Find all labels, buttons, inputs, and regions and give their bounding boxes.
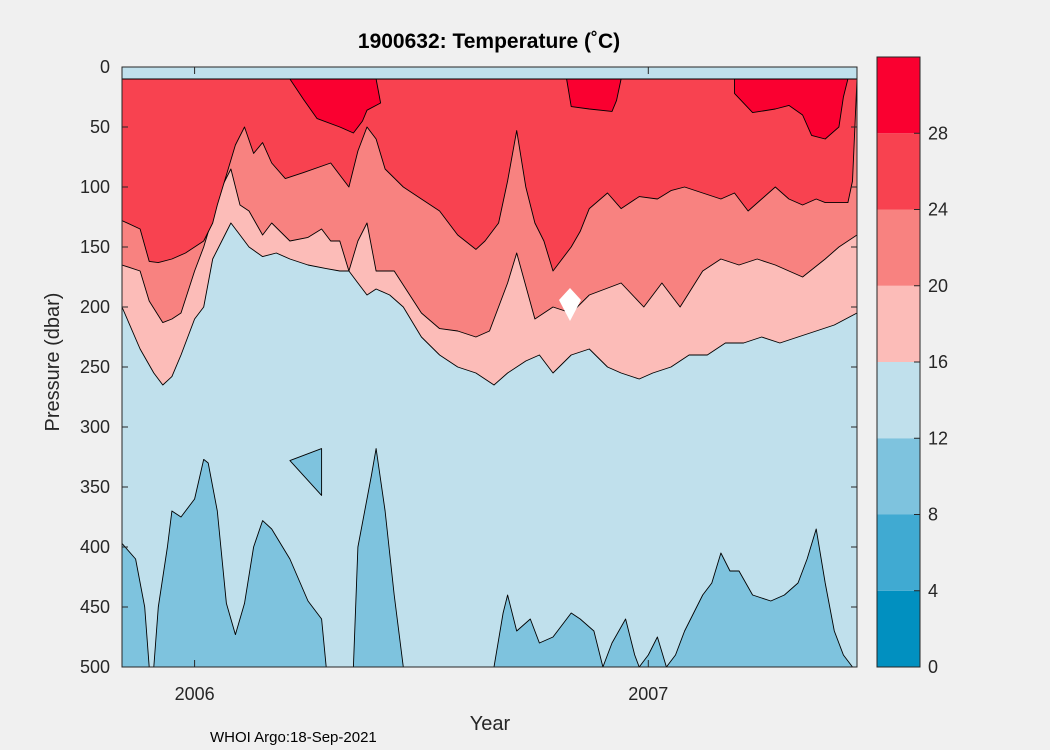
colorbar-band (877, 133, 920, 210)
contour-region-warm-core-early (289, 78, 382, 134)
colorbar-band (877, 438, 920, 515)
x-tick-label: 2007 (628, 684, 668, 704)
y-tick-label: 350 (80, 477, 110, 497)
y-tick-label: 450 (80, 597, 110, 617)
contour-region-warm-core-mid (566, 78, 622, 112)
contour-region-band-8-12-small-patch (289, 448, 323, 496)
colorbar-band (877, 514, 920, 591)
plot-area (121, 66, 858, 668)
colorbar-tick-label: 8 (928, 505, 938, 525)
colorbar-tick-label: 0 (928, 657, 938, 677)
contour-region-band-8-12-spike (352, 448, 404, 667)
colorbar-band (877, 362, 920, 439)
colorbar-band (877, 57, 920, 134)
contour-region-warm-core-late (734, 78, 849, 140)
y-tick-label: 400 (80, 537, 110, 557)
missing-data-diamond (559, 288, 581, 321)
chart-title: 1900632: Temperature (˚C) (358, 30, 620, 53)
y-tick-label: 100 (80, 177, 110, 197)
colorbar-band (877, 590, 920, 667)
contour-region-band-8-12-bottom-right (493, 528, 853, 667)
colorbar-ticks: 0 4 8 12 16 20 24 28 (914, 123, 948, 677)
y-tick-label: 300 (80, 417, 110, 437)
colorbar: 0 4 8 12 16 20 24 28 (876, 56, 948, 677)
contour-regions (122, 78, 857, 667)
y-tick-label: 0 (100, 57, 110, 77)
x-tick-label: 2006 (175, 684, 215, 704)
colorbar-tick-label: 16 (928, 352, 948, 372)
y-tick-label: 500 (80, 657, 110, 677)
footer-credit: WHOI Argo:18-Sep-2021 (210, 729, 377, 746)
y-axis-ticks: 0 50 100 150 200 250 300 350 400 450 500 (80, 57, 857, 677)
y-tick-label: 200 (80, 297, 110, 317)
y-tick-label: 250 (80, 357, 110, 377)
contour-region-band-24-28 (122, 78, 857, 272)
contour-marks (559, 288, 581, 321)
x-axis-ticks: 2006 2007 (175, 67, 668, 704)
colorbar-tick-label: 20 (928, 276, 948, 296)
colorbar-tick-label: 4 (928, 581, 938, 601)
colorbar-tick-label: 12 (928, 428, 948, 448)
contour-region-band-8-12-left-lens (122, 458, 327, 667)
colorbar-tick-label: 24 (928, 200, 948, 220)
colorbar-band (877, 209, 920, 286)
colorbar-band (877, 285, 920, 362)
y-tick-label: 150 (80, 237, 110, 257)
x-axis-label: Year (470, 713, 511, 735)
colorbar-bands (877, 57, 920, 667)
colorbar-tick-label: 28 (928, 123, 948, 143)
y-axis-label: Pressure (dbar) (42, 293, 64, 432)
y-tick-label: 50 (90, 117, 110, 137)
